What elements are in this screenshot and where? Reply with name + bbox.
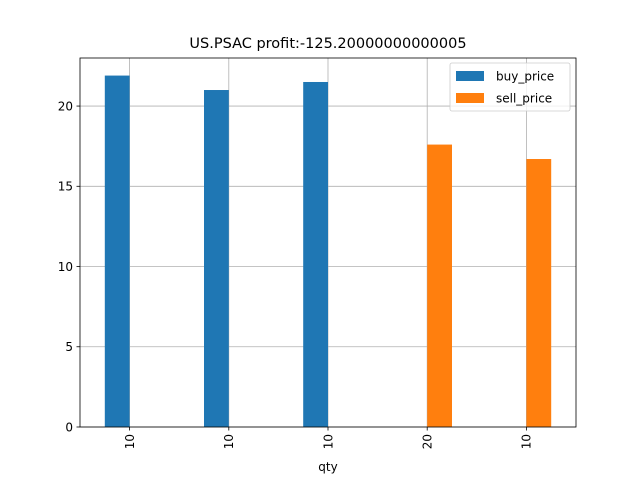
- chart-title: US.PSAC profit:-125.20000000000005: [189, 36, 466, 52]
- y-tick-label: 5: [65, 340, 73, 354]
- y-tick-label: 15: [58, 180, 73, 194]
- x-axis: 10 10 10 20 10: [123, 427, 534, 449]
- legend-swatch-buy_price: [456, 71, 484, 81]
- x-axis-label: qty: [318, 460, 337, 474]
- bar-buy_price: [104, 75, 130, 428]
- y-tick-label: 20: [58, 99, 73, 113]
- bar-sell_price: [526, 159, 552, 427]
- bar-buy_price: [204, 90, 229, 427]
- bar-sell_price: [427, 144, 452, 428]
- legend-swatch-sell_price: [456, 93, 484, 103]
- x-tick-label: 10: [321, 434, 335, 449]
- bar-buy_price: [303, 81, 328, 428]
- legend: buy_price sell_price: [449, 62, 571, 112]
- bars: [104, 75, 552, 428]
- y-tick-label: 0: [65, 420, 73, 434]
- legend-label-sell_price: sell_price: [496, 92, 552, 106]
- legend-label-buy_price: buy_price: [496, 70, 554, 84]
- x-tick-label: 20: [421, 434, 435, 449]
- y-axis: 0 5 10 15 20: [58, 99, 80, 434]
- y-tick-label: 10: [58, 260, 73, 274]
- x-tick-label: 10: [520, 434, 534, 449]
- x-tick-label: 10: [123, 434, 137, 449]
- x-tick-label: 10: [222, 434, 236, 449]
